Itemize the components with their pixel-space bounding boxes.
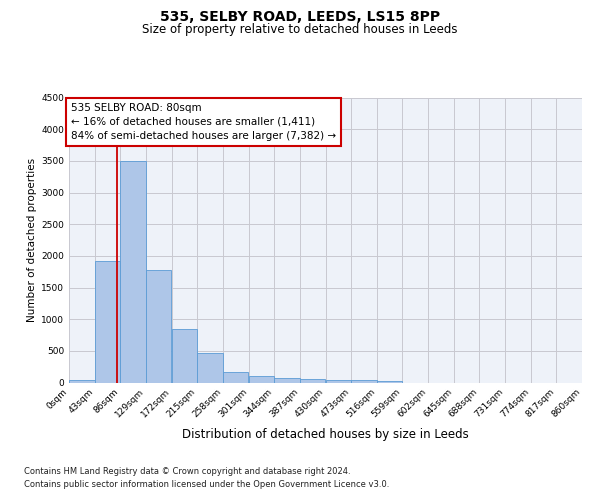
Text: 535, SELBY ROAD, LEEDS, LS15 8PP: 535, SELBY ROAD, LEEDS, LS15 8PP: [160, 10, 440, 24]
Bar: [223, 372, 248, 382]
X-axis label: Distribution of detached houses by size in Leeds: Distribution of detached houses by size …: [182, 428, 469, 441]
Bar: [69, 380, 95, 382]
Text: Contains public sector information licensed under the Open Government Licence v3: Contains public sector information licen…: [24, 480, 389, 489]
Bar: [121, 161, 146, 382]
Bar: [377, 380, 403, 382]
Y-axis label: Number of detached properties: Number of detached properties: [27, 158, 37, 322]
Bar: [146, 270, 172, 382]
Text: 535 SELBY ROAD: 80sqm
← 16% of detached houses are smaller (1,411)
84% of semi-d: 535 SELBY ROAD: 80sqm ← 16% of detached …: [71, 102, 336, 142]
Bar: [95, 261, 120, 382]
Text: Contains HM Land Registry data © Crown copyright and database right 2024.: Contains HM Land Registry data © Crown c…: [24, 467, 350, 476]
Bar: [197, 354, 223, 382]
Text: Size of property relative to detached houses in Leeds: Size of property relative to detached ho…: [142, 24, 458, 36]
Bar: [172, 330, 197, 382]
Bar: [300, 379, 325, 382]
Bar: [274, 378, 300, 382]
Bar: [326, 380, 351, 382]
Bar: [351, 380, 377, 382]
Bar: [248, 376, 274, 382]
